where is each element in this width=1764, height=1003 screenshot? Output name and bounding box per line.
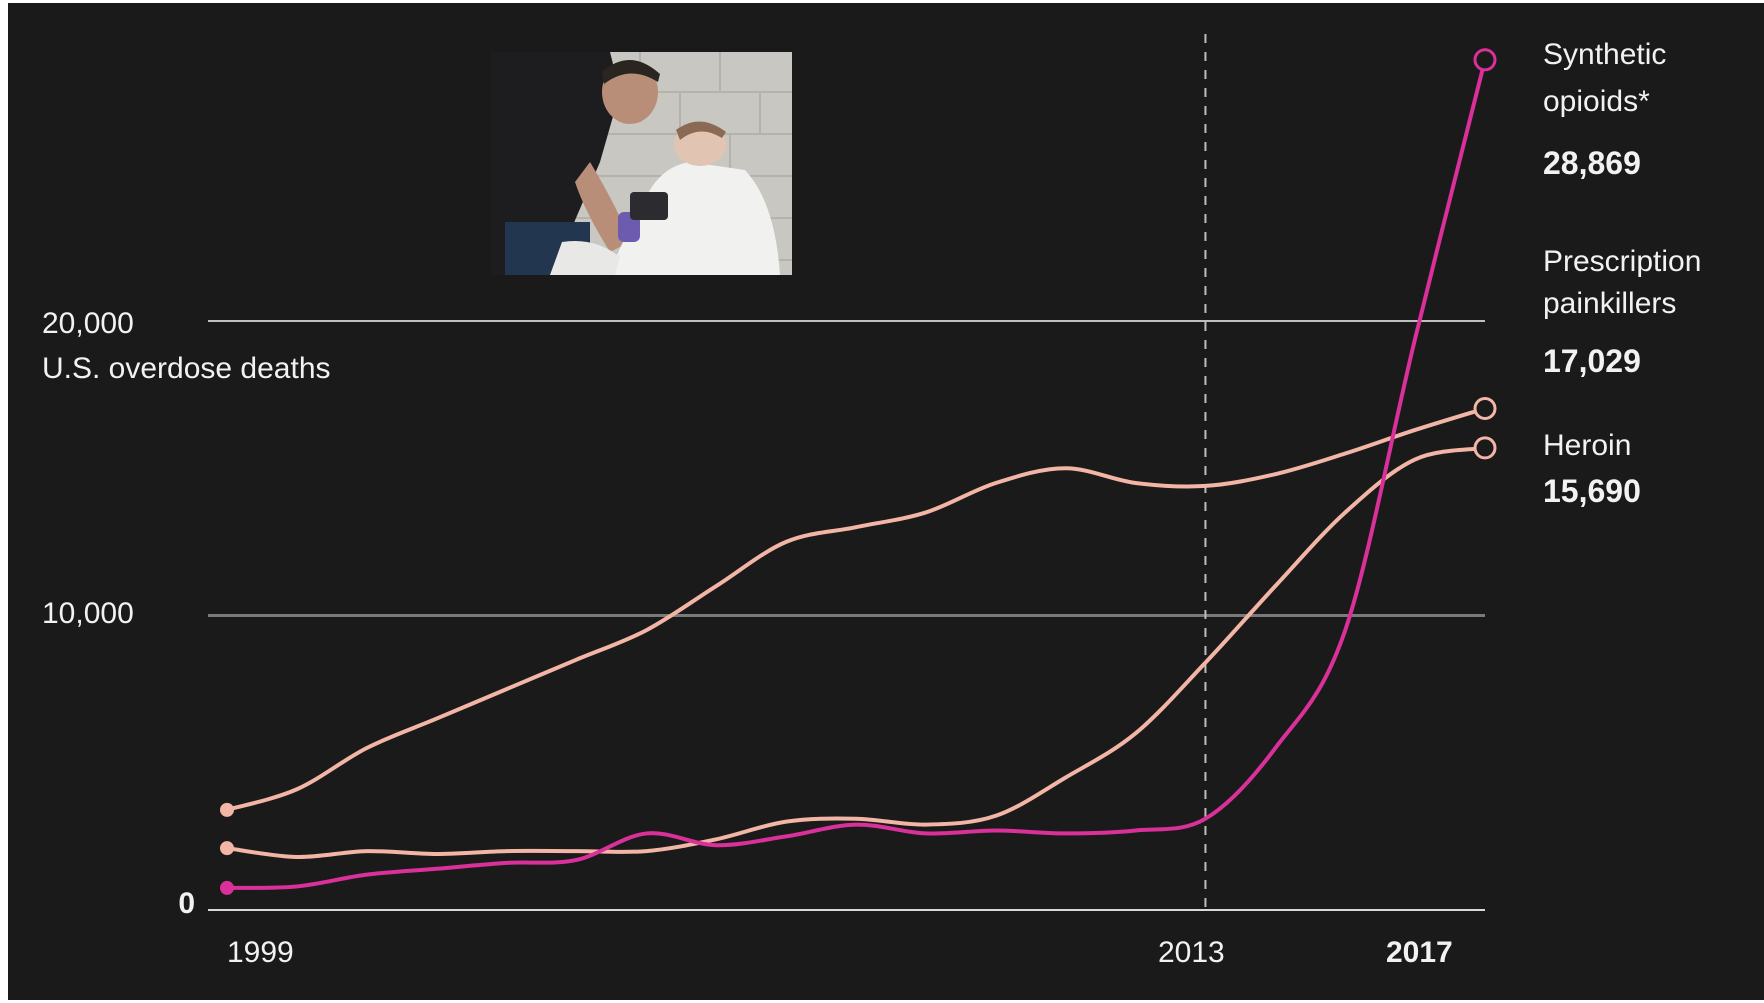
prescription-painkillers-label-line-2: painkillers [1543,287,1676,320]
heroin-label: Heroin [1543,429,1631,462]
paramedic-photo [490,52,792,275]
synthetic-opioids-label-line-1: Synthetic [1543,38,1666,71]
x-tick-label-1999: 1999 [227,936,294,969]
prescription-painkillers-line [225,406,1487,812]
heroin-start-point [220,841,234,856]
y-axis-label: U.S. overdose deaths [42,352,331,385]
heroin-value: 15,690 [1543,473,1641,509]
prescription-painkillers-end-point [1473,396,1497,420]
y-tick-label-20000: 20,000 [42,307,134,340]
synthetic-opioids-start-point [220,880,234,895]
prescription-painkillers-start-point [220,802,234,817]
y-tick-label-0: 0 [178,887,195,920]
heroin-line [225,445,1487,859]
y-tick-label-10000: 10,000 [42,597,134,630]
synthetic-opioids-end-point [1473,48,1497,72]
heroin-end-point [1473,436,1497,460]
synthetic-opioids-label-line-2: opioids* [1543,85,1650,118]
synthetic-opioids-value: 28,869 [1543,145,1641,181]
x-tick-label-2017: 2017 [1386,936,1453,969]
prescription-painkillers-value: 17,029 [1543,343,1641,379]
gridlines [208,320,1485,911]
synthetic-opioids-line [225,57,1487,890]
chart-background [8,3,1764,1000]
series-lines [220,48,1497,895]
x-tick-label-2013: 2013 [1158,936,1225,969]
prescription-painkillers-label-line-1: Prescription [1543,245,1701,278]
